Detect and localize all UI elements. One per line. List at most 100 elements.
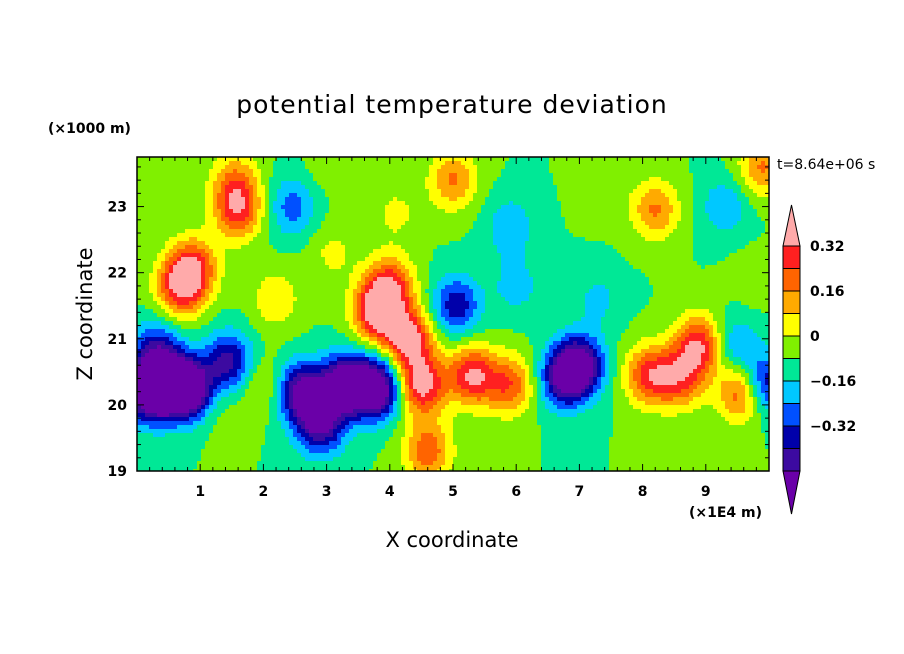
contour-cell: [361, 261, 366, 266]
contour-cell: [461, 185, 466, 190]
contour-cell: [301, 269, 306, 274]
contour-cell: [505, 249, 510, 254]
contour-cell: [237, 225, 242, 230]
contour-cell: [353, 209, 358, 214]
contour-cell: [373, 201, 378, 206]
contour-cell: [289, 221, 294, 226]
contour-cell: [585, 201, 590, 206]
contour-cell: [317, 161, 322, 166]
contour-cell: [589, 201, 594, 206]
contour-cell: [397, 201, 402, 206]
contour-cell: [637, 197, 642, 202]
contour-cell: [573, 217, 578, 222]
contour-cell: [617, 229, 622, 234]
contour-cell: [317, 265, 322, 270]
contour-cell: [561, 173, 566, 178]
contour-cell: [657, 217, 662, 222]
contour-cell: [689, 193, 694, 198]
contour-cell: [565, 205, 570, 210]
contour-cell: [177, 197, 182, 202]
contour-cell: [257, 165, 262, 170]
contour-cell: [181, 237, 186, 242]
contour-cell: [525, 225, 530, 230]
contour-cell: [637, 237, 642, 242]
contour-cell: [181, 169, 186, 174]
contour-cell: [265, 265, 270, 270]
contour-cell: [349, 245, 354, 250]
contour-cell: [697, 269, 702, 274]
contour-cell: [725, 233, 730, 238]
contour-cell: [401, 281, 406, 286]
contour-cell: [437, 221, 442, 226]
contour-cell: [689, 201, 694, 206]
contour-cell: [145, 205, 150, 210]
contour-cell: [753, 273, 758, 278]
contour-cell: [153, 209, 158, 214]
contour-cell: [429, 177, 434, 182]
contour-cell: [277, 193, 282, 198]
contour-cell: [481, 197, 486, 202]
contour-cell: [257, 281, 262, 286]
contour-cell: [709, 177, 714, 182]
contour-cell: [537, 221, 542, 226]
contour-cell: [661, 241, 666, 246]
contour-cell: [501, 181, 506, 186]
contour-cell: [605, 177, 610, 182]
contour-cell: [617, 201, 622, 206]
contour-cell: [341, 261, 346, 266]
contour-cell: [161, 213, 166, 218]
contour-cell: [301, 185, 306, 190]
contour-cell: [721, 253, 726, 258]
contour-cell: [637, 205, 642, 210]
contour-cell: [357, 265, 362, 270]
contour-cell: [629, 245, 634, 250]
contour-cell: [457, 257, 462, 262]
contour-cell: [649, 185, 654, 190]
contour-cell: [309, 169, 314, 174]
contour-cell: [697, 229, 702, 234]
contour-cell: [193, 181, 198, 186]
contour-cell: [293, 173, 298, 178]
contour-cell: [281, 265, 286, 270]
contour-cell: [481, 225, 486, 230]
contour-cell: [301, 225, 306, 230]
contour-cell: [193, 273, 198, 278]
contour-cell: [309, 185, 314, 190]
contour-cell: [541, 169, 546, 174]
contour-cell: [649, 181, 654, 186]
contour-cell: [301, 161, 306, 166]
contour-cell: [649, 173, 654, 178]
contour-cell: [693, 217, 698, 222]
contour-cell: [761, 201, 766, 206]
contour-cell: [149, 177, 154, 182]
contour-cell: [189, 249, 194, 254]
contour-cell: [633, 173, 638, 178]
contour-cell: [233, 273, 238, 278]
contour-cell: [629, 249, 634, 254]
contour-cell: [409, 249, 414, 254]
contour-cell: [185, 169, 190, 174]
contour-cell: [557, 169, 562, 174]
contour-cell: [161, 221, 166, 226]
contour-cell: [701, 225, 706, 230]
contour-cell: [221, 165, 226, 170]
contour-cell: [449, 253, 454, 258]
contour-cell: [241, 177, 246, 182]
contour-cell: [273, 277, 278, 282]
contour-cell: [465, 213, 470, 218]
contour-cell: [305, 261, 310, 266]
contour-cell: [669, 265, 674, 270]
contour-cell: [589, 265, 594, 270]
contour-cell: [601, 221, 606, 226]
contour-cell: [697, 189, 702, 194]
contour-cell: [465, 169, 470, 174]
contour-cell: [757, 261, 762, 266]
contour-cell: [397, 209, 402, 214]
contour-cell: [273, 177, 278, 182]
contour-cell: [653, 189, 658, 194]
contour-cell: [529, 209, 534, 214]
contour-cell: [369, 197, 374, 202]
contour-cell: [701, 245, 706, 250]
contour-cell: [301, 229, 306, 234]
contour-cell: [581, 169, 586, 174]
